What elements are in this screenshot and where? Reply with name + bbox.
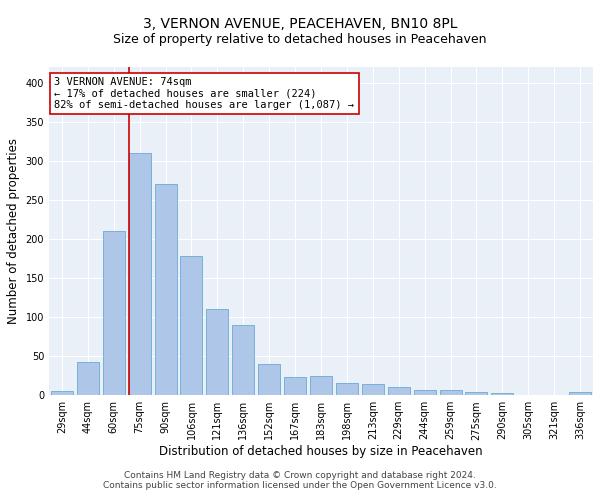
Text: Contains HM Land Registry data © Crown copyright and database right 2024.
Contai: Contains HM Land Registry data © Crown c… [103,470,497,490]
Y-axis label: Number of detached properties: Number of detached properties [7,138,20,324]
Text: Size of property relative to detached houses in Peacehaven: Size of property relative to detached ho… [113,32,487,46]
Bar [258,364,280,395]
Bar [155,184,176,395]
Bar [181,256,202,395]
Text: 3, VERNON AVENUE, PEACEHAVEN, BN10 8PL: 3, VERNON AVENUE, PEACEHAVEN, BN10 8PL [143,18,457,32]
Bar [336,384,358,395]
Bar [128,153,151,395]
Bar [491,393,514,395]
Bar [51,391,73,395]
X-axis label: Distribution of detached houses by size in Peacehaven: Distribution of detached houses by size … [159,445,483,458]
Bar [77,362,99,395]
Bar [103,231,125,395]
Bar [310,376,332,395]
Bar [440,390,461,395]
Bar [466,392,487,395]
Text: 3 VERNON AVENUE: 74sqm
← 17% of detached houses are smaller (224)
82% of semi-de: 3 VERNON AVENUE: 74sqm ← 17% of detached… [55,77,355,110]
Bar [569,392,591,395]
Bar [388,386,410,395]
Bar [362,384,384,395]
Bar [232,325,254,395]
Bar [413,390,436,395]
Bar [206,309,229,395]
Bar [284,377,306,395]
